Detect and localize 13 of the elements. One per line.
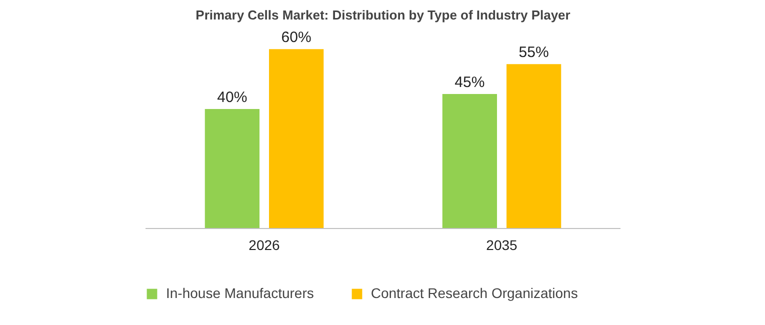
data-label: 60% bbox=[281, 29, 312, 46]
bar bbox=[506, 64, 562, 229]
data-label: 45% bbox=[454, 74, 485, 92]
chart-title: Primary Cells Market: Distribution by Type of Industry Player bbox=[196, 8, 570, 22]
bar bbox=[204, 109, 260, 229]
bar bbox=[442, 94, 497, 229]
bar bbox=[269, 49, 324, 229]
data-label: 55% bbox=[518, 44, 549, 62]
legend-label: In-house Manufacturers bbox=[166, 285, 314, 301]
data-label: 40% bbox=[217, 89, 248, 106]
x-tick-label: 2035 bbox=[486, 236, 518, 253]
legend-label: Contract Research Organizations bbox=[370, 285, 578, 301]
x-tick-label: 2026 bbox=[248, 236, 280, 253]
